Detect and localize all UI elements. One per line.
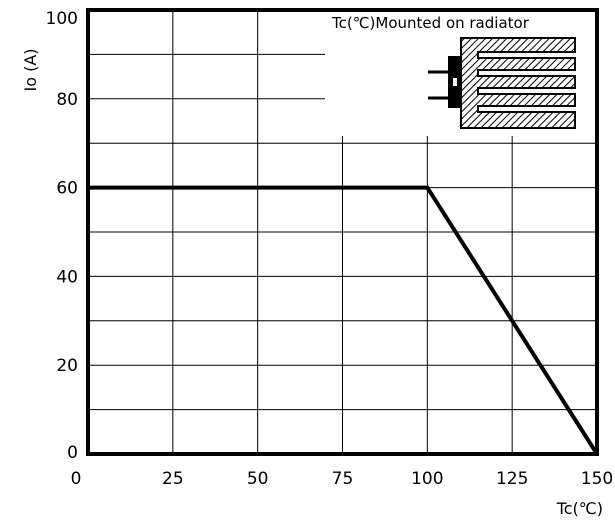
x-tick-label: 125 <box>496 469 528 489</box>
y-tick-label: 100 <box>46 9 78 29</box>
y-tick-label: 80 <box>56 90 78 110</box>
derating-line <box>88 185 599 456</box>
annotation-text: Tc(℃)Mounted on radiator <box>331 14 530 32</box>
x-tick-label: 100 <box>411 469 443 489</box>
x-tick-label: 150 <box>581 469 613 489</box>
x-tick-label: 75 <box>332 469 354 489</box>
plot-frame <box>86 8 599 456</box>
inset-area: Tc(℃)Mounted on radiator <box>325 10 597 136</box>
y-axis-title: Io (A) <box>21 48 40 91</box>
y-tick-label: 20 <box>56 356 78 376</box>
x-axis-title: Tc(℃) <box>556 499 603 518</box>
heatsink-radiator-icon <box>428 37 576 129</box>
series-layer <box>88 185 599 456</box>
x-tick-label: 0 <box>71 469 82 489</box>
x-tick-label: 50 <box>247 469 269 489</box>
tick-labels: 0 25 50 75 100 125 150 0 20 40 60 80 100 <box>46 9 614 489</box>
y-tick-label: 60 <box>56 179 78 199</box>
x-tick-label: 25 <box>162 469 184 489</box>
y-tick-label: 40 <box>56 267 78 287</box>
y-tick-label: 0 <box>67 443 78 463</box>
